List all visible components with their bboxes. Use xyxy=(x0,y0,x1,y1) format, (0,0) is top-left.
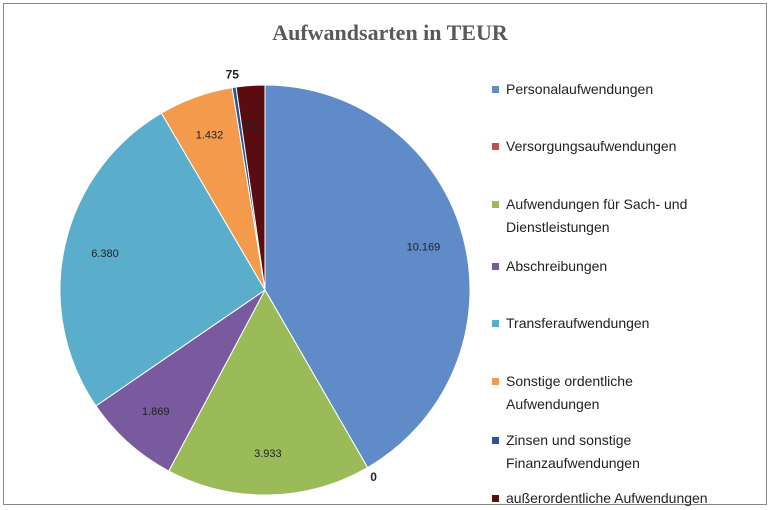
legend-item: Aufwendungen für Sach- und Dienstleistun… xyxy=(492,193,724,239)
legend-label: Personalaufwendungen xyxy=(506,81,654,97)
legend-item: Versorgungsaufwendungen xyxy=(492,135,724,158)
legend-swatch xyxy=(492,86,499,93)
legend-swatch xyxy=(492,201,499,208)
legend-label: Sonstige ordentliche Aufwendungen xyxy=(506,373,633,412)
data-label: 0 xyxy=(370,470,377,484)
data-label: 1.432 xyxy=(196,130,224,142)
data-label: 550 xyxy=(244,120,262,132)
pie-slice xyxy=(235,84,266,291)
chart-title: Aufwandsarten in TEUR xyxy=(272,20,509,45)
pie-slice xyxy=(264,84,471,469)
legend-label: Aufwendungen für Sach- und Dienstleistun… xyxy=(506,196,688,235)
legend-item: Transferaufwendungen xyxy=(492,312,724,335)
data-label: 1.869 xyxy=(142,406,170,418)
legend-swatch xyxy=(492,320,499,327)
legend-item: Zinsen und sonstige Finanzaufwendungen xyxy=(492,429,724,475)
legend-label: Versorgungsaufwendungen xyxy=(506,138,677,154)
legend-label: Zinsen und sonstige Finanzaufwendungen xyxy=(506,432,640,471)
frame xyxy=(3,3,767,505)
data-label: 3.933 xyxy=(254,448,282,460)
legend-swatch xyxy=(492,263,499,270)
legend-item: außerordentliche Aufwendungen xyxy=(492,487,724,510)
legend-label: außerordentliche Aufwendungen xyxy=(506,490,708,506)
pie-slice xyxy=(95,289,266,472)
legend-item: Sonstige ordentliche Aufwendungen xyxy=(492,370,724,416)
legend-label: Transferaufwendungen xyxy=(506,315,650,331)
data-label: 6.380 xyxy=(91,248,119,260)
data-label: 75 xyxy=(226,68,240,82)
legend-swatch xyxy=(492,143,499,150)
legend-swatch xyxy=(492,495,499,502)
data-label: 10.169 xyxy=(407,241,441,253)
legend-item: Abschreibungen xyxy=(492,255,724,278)
legend-item: Personalaufwendungen xyxy=(492,78,724,101)
pie-slice xyxy=(59,112,266,407)
pie-slice xyxy=(168,288,369,496)
legend-swatch xyxy=(492,437,499,444)
legend-label: Abschreibungen xyxy=(506,258,608,274)
legend-swatch xyxy=(492,378,499,385)
